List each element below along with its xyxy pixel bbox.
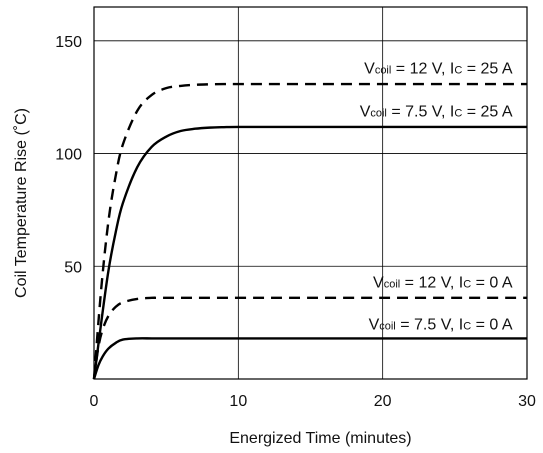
x-axis-title: Energized Time (minutes)	[229, 430, 411, 447]
series-label-3: Vcoil = 12 V, IC = 0 A	[373, 275, 513, 292]
y-tick-label: 50	[64, 259, 82, 276]
series-line-2	[92, 125, 527, 380]
y-tick-label: 100	[55, 147, 82, 164]
series-label-4: Vcoil = 7.5 V, IC = 0 A	[369, 316, 513, 333]
series-annotations: Vcoil = 12 V, IC = 25 A Vcoil = 7.5 V, IC…	[360, 61, 513, 334]
series-line-4	[92, 337, 527, 380]
series-line-1	[92, 82, 527, 380]
tick-labels: 0 10 20 30 50 100 150	[55, 34, 536, 410]
series-line-3	[92, 296, 527, 380]
x-tick-label: 10	[229, 393, 247, 410]
x-tick-label: 30	[518, 393, 536, 410]
y-axis-title: Coil Temperature Rise (˚C)	[13, 108, 30, 298]
y-tick-label: 150	[55, 34, 82, 51]
series-label-1: Vcoil = 12 V, IC = 25 A	[364, 61, 513, 78]
series-label-2: Vcoil = 7.5 V, IC = 25 A	[360, 103, 513, 120]
grid-lines	[94, 7, 527, 379]
plot-frame	[93, 6, 528, 380]
x-tick-label: 0	[90, 393, 99, 410]
x-tick-label: 20	[374, 393, 392, 410]
series-lines	[92, 82, 527, 380]
